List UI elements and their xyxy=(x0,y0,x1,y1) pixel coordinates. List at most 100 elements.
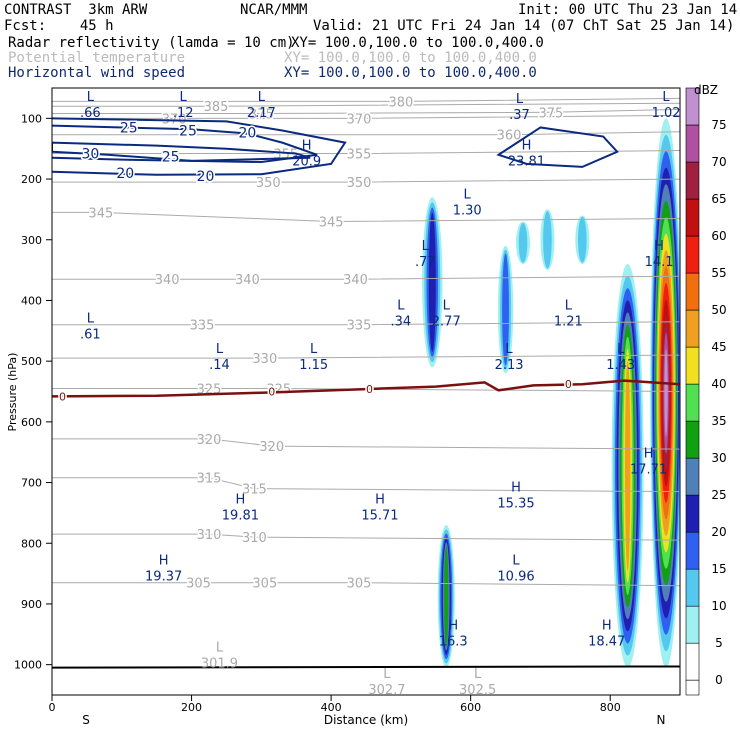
hl-value: .37 xyxy=(509,108,530,123)
field-theta: Potential temperature xyxy=(8,50,186,66)
theta-label: 305 xyxy=(252,577,277,592)
colorbar-label: 55 xyxy=(711,266,726,280)
y-tick-label: 400 xyxy=(21,294,42,307)
y-tick-label: 100 xyxy=(21,112,42,125)
y-tick-label: 500 xyxy=(21,355,42,368)
hl-type: H xyxy=(236,493,246,508)
reflectivity-cell-4-10 xyxy=(578,216,587,263)
x-tick-label: 600 xyxy=(460,701,481,714)
theta-line-340 xyxy=(52,275,680,280)
colorbar-label: 75 xyxy=(711,118,726,132)
theta-label: 350 xyxy=(347,176,372,191)
wind-contour-20-east xyxy=(496,126,619,168)
hl-type: L xyxy=(512,553,520,568)
y-tick-label: 900 xyxy=(21,598,42,611)
hl-type: L xyxy=(216,342,224,357)
y-tick-label: 700 xyxy=(21,477,42,490)
zero-contour: 0 0 0 0 xyxy=(52,377,680,405)
hl-type: L xyxy=(443,298,451,313)
reflectivity-cell-5-30 xyxy=(444,546,449,647)
colorbar-swatch xyxy=(685,605,700,644)
x-tick-label: 0 xyxy=(49,701,56,714)
hl-type: L xyxy=(397,298,405,313)
y-tick-label: 600 xyxy=(21,416,42,429)
theta-label: 345 xyxy=(319,216,344,231)
theta-label: 370 xyxy=(347,112,372,127)
hl-value: 19.37 xyxy=(145,569,182,584)
colorbar-label: 60 xyxy=(711,229,726,243)
x-tick-label: 800 xyxy=(600,701,621,714)
hl-value: 18.47 xyxy=(588,634,625,649)
hl-value: 2.17 xyxy=(247,106,276,121)
theta-label: 345 xyxy=(88,206,113,221)
colorbar-swatch xyxy=(685,87,700,126)
hl-type: L xyxy=(516,92,524,107)
hl-type: H xyxy=(302,139,312,154)
theta-line-325 xyxy=(52,387,680,392)
theta-line-350 xyxy=(52,178,680,183)
theta-label: 350 xyxy=(256,176,281,191)
colorbar-swatch xyxy=(685,383,700,422)
theta-label: 305 xyxy=(186,577,211,592)
reflectivity-cell-0-20 xyxy=(428,212,436,352)
theta-label: 320 xyxy=(197,433,222,448)
hl-value: 16.3 xyxy=(439,634,468,649)
theta-line-320 xyxy=(52,438,680,450)
colorbar-swatch xyxy=(685,124,700,163)
hl-type: L xyxy=(383,667,391,682)
wind-contour-25 xyxy=(52,124,318,164)
hl-value: 10.96 xyxy=(497,569,534,584)
hl-value: 1.21 xyxy=(554,314,583,329)
hl-value: 23.81 xyxy=(508,155,545,170)
hl-value: .12 xyxy=(173,106,194,121)
colorbar-label: 5 xyxy=(715,636,723,650)
colorbar-swatch xyxy=(685,568,700,607)
theta-line-375 xyxy=(52,108,680,114)
hl-type: H xyxy=(511,480,521,495)
hl-value: 302.5 xyxy=(459,683,496,698)
hl-value: 1.30 xyxy=(453,203,482,218)
theta-label: 320 xyxy=(259,440,284,455)
colorbar-swatch xyxy=(685,531,700,570)
reflectivity-cell-1-15 xyxy=(502,253,509,366)
wind-label: 25 xyxy=(162,150,180,166)
zero-label: 0 xyxy=(366,383,373,396)
hl-type: L xyxy=(310,342,318,357)
hl-type: L xyxy=(87,90,95,105)
hl-type: L xyxy=(464,187,472,202)
colorbar-label: 65 xyxy=(711,192,726,206)
y-tick-label: 800 xyxy=(21,537,42,550)
theta-label: 355 xyxy=(347,148,372,163)
theta-line-380 xyxy=(52,97,680,102)
colorbar-label: 20 xyxy=(711,525,726,539)
hl-type: L xyxy=(422,239,430,254)
x-axis-label: Distance (km) xyxy=(324,713,408,727)
hl-type: H xyxy=(654,239,664,254)
colorbar-label: 40 xyxy=(711,377,726,391)
init-time: Init: 00 UTC Thu 23 Jan 14 xyxy=(518,2,738,18)
colorbar-label: 25 xyxy=(711,488,726,502)
theta-label: 385 xyxy=(204,100,229,115)
theta-label: 335 xyxy=(190,319,215,334)
model-title: CONTRAST 3km ARW xyxy=(4,2,148,18)
ground-line xyxy=(52,665,680,669)
hl-type: L xyxy=(87,312,95,327)
theta-line-355 xyxy=(52,150,680,155)
theta-line-330 xyxy=(52,354,680,359)
hl-type: H xyxy=(159,553,169,568)
x-tick-label: 200 xyxy=(181,701,202,714)
hl-type: H xyxy=(448,618,458,633)
theta-label: 375 xyxy=(538,106,563,121)
hl-type: L xyxy=(474,667,482,682)
forecast-hour: Fcst: 45 h xyxy=(4,18,114,34)
hl-value: 2.77 xyxy=(432,314,461,329)
hl-type: H xyxy=(602,618,612,633)
theta-label: 375 xyxy=(249,107,274,122)
theta-line-370 xyxy=(52,114,680,119)
valid-time: Valid: 21 UTC Fri 24 Jan 14 (07 ChT Sat … xyxy=(313,18,735,34)
hl-value: .77 xyxy=(415,255,436,270)
hl-type: L xyxy=(258,90,266,105)
hl-type: L xyxy=(180,90,188,105)
